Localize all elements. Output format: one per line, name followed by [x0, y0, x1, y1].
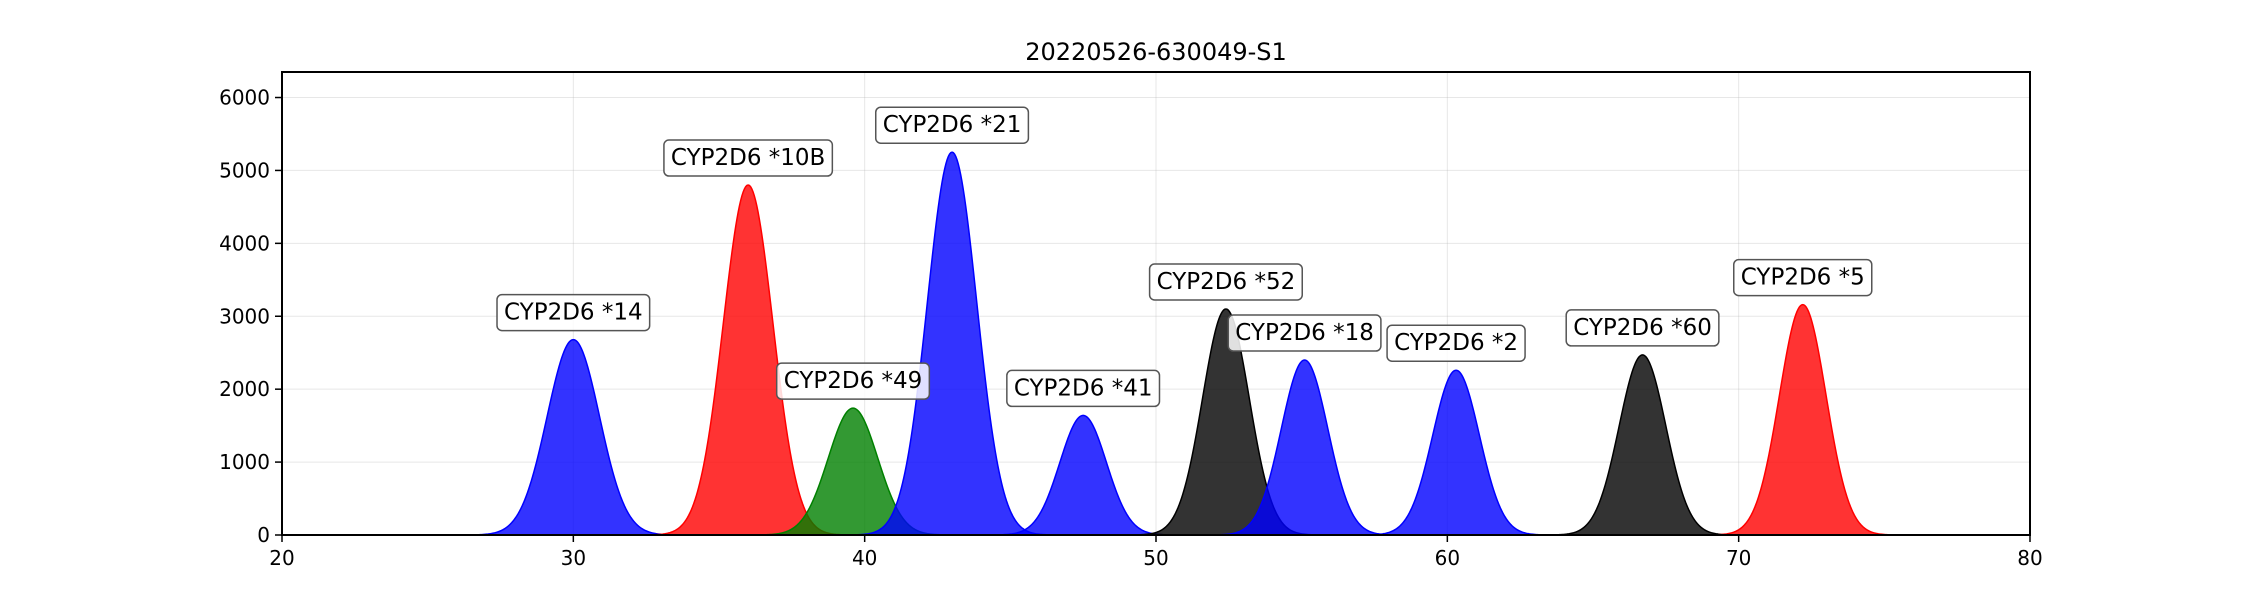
peak-label-text: CYP2D6 *52 [1157, 269, 1296, 295]
y-tick-label: 4000 [219, 231, 270, 255]
peak-label-box [874, 106, 1030, 144]
peak-label-4: CYP2D6 *21 [874, 106, 1030, 144]
peak-label-3: CYP2D6 *49 [775, 362, 931, 400]
x-tick-label: 70 [1726, 546, 1751, 570]
peak-label-text: CYP2D6 *2 [1394, 330, 1518, 356]
peaks [467, 151, 1897, 536]
peak-label-box [775, 362, 931, 400]
peak-labels: CYP2D6 *14 CYP2D6 *10B CYP2D6 *49 CYP2D6 *2… [496, 106, 1873, 408]
x-tick-label: 40 [852, 546, 877, 570]
peak-label-box [496, 293, 651, 332]
y-tick-label: 2000 [219, 377, 270, 401]
peak-label-text: CYP2D6 *14 [504, 300, 643, 326]
peak-label-box [663, 139, 834, 177]
peak-4 [852, 151, 1052, 536]
peak-label-7: CYP2D6 *18 [1227, 314, 1382, 352]
y-tick-label: 0 [257, 523, 270, 547]
peak-9 [1548, 354, 1737, 536]
y-tick-label: 1000 [219, 450, 270, 474]
peak-label-box [1565, 309, 1720, 347]
peak-label-10: CYP2D6 *5 [1733, 258, 1873, 297]
x-tick-label: 60 [1435, 546, 1460, 570]
peak-10 [1708, 303, 1897, 536]
peak-label-text: CYP2D6 *18 [1235, 320, 1374, 346]
peak-1 [467, 338, 679, 536]
peak-label-5: CYP2D6 *41 [1006, 369, 1161, 408]
peak-label-2: CYP2D6 *10B [663, 139, 834, 177]
peak-label-text: CYP2D6 *5 [1741, 265, 1865, 291]
peak-label-8: CYP2D6 *2 [1386, 324, 1526, 362]
y-axis: 0 1000 2000 3000 4000 5000 6000 [219, 86, 282, 547]
peak-label-text: CYP2D6 *41 [1014, 375, 1153, 401]
peak-5 [989, 414, 1178, 536]
peak-label-9: CYP2D6 *60 [1565, 309, 1720, 347]
peak-label-box [1006, 369, 1161, 408]
peak-7 [1210, 359, 1399, 536]
peak-label-box [1733, 258, 1873, 297]
chart-title: 20220526-630049-S1 [1025, 38, 1287, 66]
y-tick-label: 3000 [219, 304, 270, 328]
peak-label-box [1148, 263, 1303, 301]
peak-label-1: CYP2D6 *14 [496, 293, 651, 332]
peak-label-box [1227, 314, 1382, 352]
x-tick-label: 80 [2017, 546, 2042, 570]
peak-label-box [1386, 324, 1526, 362]
peak-label-text: CYP2D6 *60 [1573, 315, 1712, 341]
y-tick-label: 6000 [219, 86, 270, 110]
peak-label-text: CYP2D6 *10B [671, 145, 825, 171]
y-tick-label: 5000 [219, 158, 270, 182]
peak-label-text: CYP2D6 *49 [784, 368, 923, 394]
peak-8 [1362, 369, 1551, 536]
peak-label-6: CYP2D6 *52 [1148, 263, 1303, 301]
peak-label-text: CYP2D6 *21 [883, 112, 1022, 138]
x-tick-label: 20 [269, 546, 294, 570]
x-tick-label: 30 [561, 546, 586, 570]
x-axis: 20 30 40 50 60 70 80 [269, 535, 2043, 570]
x-tick-label: 50 [1143, 546, 1168, 570]
